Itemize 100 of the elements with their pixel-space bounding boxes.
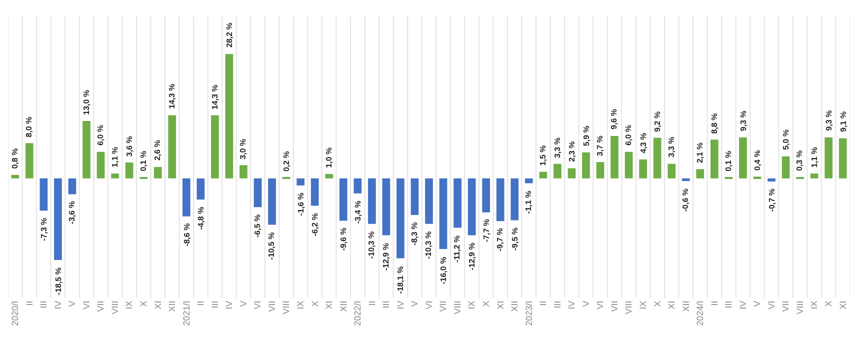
x-tick-label: XI bbox=[152, 300, 163, 310]
data-label: 9,3 % bbox=[824, 110, 834, 131]
bar bbox=[410, 178, 419, 216]
x-tick-label: IX bbox=[466, 300, 477, 310]
bar bbox=[539, 172, 548, 178]
data-label: -11,2 % bbox=[452, 235, 462, 262]
bar bbox=[554, 164, 562, 178]
data-label: -3,4 % bbox=[354, 200, 363, 224]
bar bbox=[510, 178, 519, 220]
x-tick-label: VIII bbox=[452, 300, 462, 314]
bar bbox=[254, 178, 262, 208]
bar bbox=[25, 143, 34, 178]
data-label: 3,0 % bbox=[238, 138, 248, 160]
bar bbox=[624, 152, 633, 178]
data-label: 4,3 % bbox=[638, 132, 648, 154]
data-label: 6,0 % bbox=[624, 125, 634, 146]
bar bbox=[768, 178, 776, 182]
bar bbox=[240, 165, 248, 178]
data-label: 1,1 % bbox=[810, 147, 820, 168]
data-label: -8,6 % bbox=[182, 223, 192, 246]
data-label: 2,6 % bbox=[153, 140, 162, 161]
x-tick-label: III bbox=[381, 300, 392, 308]
x-tick-label: X bbox=[652, 300, 662, 307]
data-label: 9,2 % bbox=[652, 111, 662, 132]
x-tick-label: V bbox=[580, 300, 591, 307]
bar bbox=[368, 178, 376, 224]
bar bbox=[582, 152, 590, 178]
bar bbox=[68, 178, 76, 194]
x-tick-label: 2023/I bbox=[524, 300, 534, 326]
x-tick-label: III bbox=[38, 300, 49, 308]
bar bbox=[396, 178, 404, 258]
data-label: -0,7 % bbox=[767, 188, 776, 212]
x-tick-label: III bbox=[724, 300, 734, 308]
bar bbox=[82, 121, 90, 178]
data-label: 8,0 % bbox=[24, 116, 34, 138]
bar bbox=[54, 178, 62, 260]
x-tick-label: IV bbox=[738, 300, 748, 310]
x-tick-label: 2021/I bbox=[181, 300, 192, 326]
data-label: 3,3 % bbox=[552, 138, 562, 158]
x-tick-label: VI bbox=[766, 300, 776, 310]
x-tick-label: VII bbox=[266, 300, 277, 312]
x-tick-label: VII bbox=[780, 300, 791, 312]
data-label: 3,7 % bbox=[595, 136, 604, 156]
x-tick-label: XI bbox=[324, 300, 334, 310]
data-label: -9,5 % bbox=[510, 228, 520, 251]
data-label: -10,3 % bbox=[424, 231, 434, 259]
data-label: -10,5 % bbox=[267, 232, 276, 260]
data-label: -6,2 % bbox=[310, 213, 320, 236]
bar bbox=[125, 162, 134, 178]
data-label: 0,1 % bbox=[724, 150, 733, 172]
data-label: -18,5 % bbox=[54, 268, 63, 296]
x-tick-label: III bbox=[552, 300, 562, 308]
bar bbox=[653, 138, 662, 178]
x-tick-label: 2022/I bbox=[352, 300, 363, 326]
data-label: 5,0 % bbox=[782, 129, 791, 150]
x-tick-label: X bbox=[310, 300, 320, 307]
bar bbox=[325, 174, 334, 178]
data-label: 1,0 % bbox=[324, 147, 334, 168]
data-label: -0,6 % bbox=[681, 188, 690, 212]
data-label: 5,9 % bbox=[582, 126, 591, 146]
x-tick-label: V bbox=[238, 300, 248, 307]
bar bbox=[782, 156, 790, 178]
x-tick-label: VI bbox=[424, 300, 434, 310]
data-label: -7,3 % bbox=[39, 218, 48, 241]
x-tick-label: II bbox=[366, 300, 377, 306]
bar bbox=[496, 178, 504, 222]
data-label: 8,8 % bbox=[710, 113, 720, 134]
x-tick-label: III bbox=[210, 300, 220, 308]
x-tick-label: VI bbox=[252, 300, 263, 310]
bar bbox=[568, 168, 576, 178]
x-tick-label: X bbox=[824, 300, 834, 307]
bar bbox=[425, 178, 433, 224]
x-tick-label: X bbox=[138, 300, 149, 307]
data-label: 6,0 % bbox=[96, 124, 106, 146]
data-label: -9,7 % bbox=[495, 228, 504, 252]
bar bbox=[682, 178, 690, 182]
x-tick-label: VI bbox=[595, 300, 606, 310]
bar bbox=[296, 178, 304, 186]
data-label: 9,3 % bbox=[738, 110, 748, 132]
bar bbox=[838, 138, 847, 178]
data-label: -1,6 % bbox=[296, 192, 306, 216]
bar bbox=[639, 159, 647, 178]
x-tick-label: XI bbox=[495, 300, 506, 310]
bar bbox=[268, 178, 276, 225]
data-label: 14,3 % bbox=[168, 84, 177, 109]
x-tick-label: VII bbox=[609, 300, 620, 312]
bar bbox=[696, 169, 704, 178]
data-label: 3,6 % bbox=[125, 136, 134, 157]
data-label: 1,5 % bbox=[538, 145, 548, 166]
x-tick-label: 2020/I bbox=[10, 300, 20, 326]
data-label: -16,0 % bbox=[439, 256, 448, 284]
data-label: 2,3 % bbox=[568, 141, 577, 162]
data-label: 28,2 % bbox=[224, 22, 234, 48]
data-label: 2,1 % bbox=[695, 142, 704, 164]
data-label: 13,0 % bbox=[82, 90, 92, 115]
bar bbox=[524, 178, 533, 184]
x-tick-label: XI bbox=[666, 300, 677, 310]
bar bbox=[339, 178, 348, 221]
bar bbox=[154, 166, 162, 178]
x-tick-label: VIII bbox=[624, 300, 634, 314]
